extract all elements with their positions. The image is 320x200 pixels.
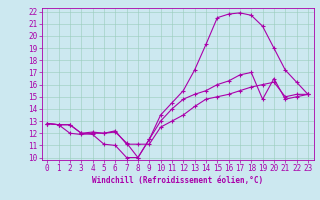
X-axis label: Windchill (Refroidissement éolien,°C): Windchill (Refroidissement éolien,°C) (92, 176, 263, 185)
